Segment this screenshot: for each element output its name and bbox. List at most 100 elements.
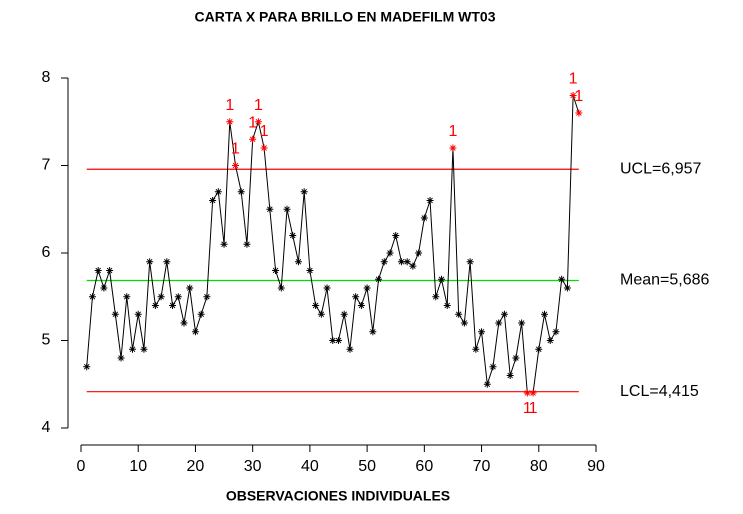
point	[323, 284, 331, 292]
point	[306, 267, 314, 274]
point	[140, 345, 148, 353]
x-tick-label: 30	[244, 458, 262, 475]
point	[151, 302, 159, 309]
point-label: 1	[569, 71, 578, 88]
point	[483, 380, 491, 388]
point	[478, 328, 486, 336]
point	[575, 109, 583, 117]
x-tick-label: 60	[415, 458, 433, 475]
control-line-label: UCL=6,957	[620, 160, 701, 177]
point	[203, 293, 211, 301]
point	[495, 319, 503, 327]
point	[472, 345, 480, 353]
point	[466, 258, 474, 266]
point	[174, 293, 182, 301]
point	[500, 310, 508, 318]
x-tick-label: 80	[530, 458, 548, 475]
point	[106, 267, 114, 274]
point	[563, 284, 571, 292]
point	[455, 310, 463, 318]
point	[197, 310, 205, 318]
x-tick-label: 10	[129, 458, 147, 475]
point	[518, 319, 526, 327]
point	[397, 258, 405, 266]
point	[420, 214, 428, 222]
point	[546, 337, 554, 344]
point	[191, 328, 199, 336]
control-line-label: LCL=4,415	[620, 383, 699, 400]
point	[529, 389, 537, 397]
point	[312, 302, 320, 309]
point	[232, 162, 239, 169]
point	[569, 92, 577, 99]
point	[541, 310, 548, 318]
point	[163, 258, 171, 266]
point	[294, 258, 302, 266]
point	[214, 188, 222, 196]
point	[83, 363, 91, 371]
point	[186, 284, 194, 292]
point	[180, 319, 188, 327]
point	[100, 284, 108, 292]
point	[300, 188, 308, 196]
point	[489, 363, 497, 371]
point	[535, 345, 543, 353]
point	[169, 302, 177, 309]
data-line	[86, 95, 580, 394]
x-tick-label: 40	[301, 458, 319, 475]
point	[369, 328, 377, 336]
point-label: 1	[260, 123, 269, 140]
point-label: 1	[254, 97, 263, 114]
point-label: 1	[248, 114, 257, 131]
point	[260, 144, 268, 152]
y-tick-label: 5	[42, 332, 51, 349]
point-label: 1	[231, 141, 240, 158]
point	[289, 232, 297, 239]
point	[117, 354, 125, 362]
y-tick-label: 6	[42, 244, 51, 261]
point	[409, 262, 417, 270]
point	[512, 354, 520, 362]
point	[220, 240, 228, 248]
point	[460, 319, 468, 327]
point	[254, 118, 262, 126]
y-tick-label: 8	[42, 69, 51, 86]
x-tick-label: 70	[473, 458, 491, 475]
point	[243, 240, 251, 248]
point	[340, 310, 348, 318]
y-tick-label: 4	[42, 419, 51, 436]
x-tick-label: 50	[358, 458, 376, 475]
point	[277, 284, 285, 292]
x-tick-label: 90	[587, 458, 605, 475]
control-line-label: Mean=5,686	[620, 272, 710, 289]
point	[552, 328, 560, 336]
point	[352, 293, 360, 301]
point	[375, 275, 383, 283]
point	[111, 310, 119, 318]
point-label: 1	[225, 97, 234, 114]
point	[237, 188, 245, 196]
point	[88, 293, 96, 301]
x-tick-label: 20	[187, 458, 205, 475]
point	[129, 345, 136, 353]
point	[209, 197, 217, 204]
y-tick-label: 7	[42, 157, 51, 174]
point	[426, 197, 434, 204]
point	[226, 118, 234, 126]
point	[249, 135, 257, 143]
point	[329, 337, 337, 344]
point	[123, 293, 131, 301]
point	[438, 275, 445, 283]
x-tick-label: 0	[77, 458, 86, 475]
point	[346, 345, 354, 353]
point	[449, 144, 457, 152]
point	[357, 302, 365, 309]
point	[415, 249, 423, 257]
point	[283, 205, 291, 213]
point	[380, 258, 388, 266]
point	[432, 293, 440, 301]
point	[335, 337, 342, 344]
point	[392, 232, 400, 239]
chart-title: CARTA X PARA BRILLO EN MADEFILM WT03	[195, 9, 496, 25]
